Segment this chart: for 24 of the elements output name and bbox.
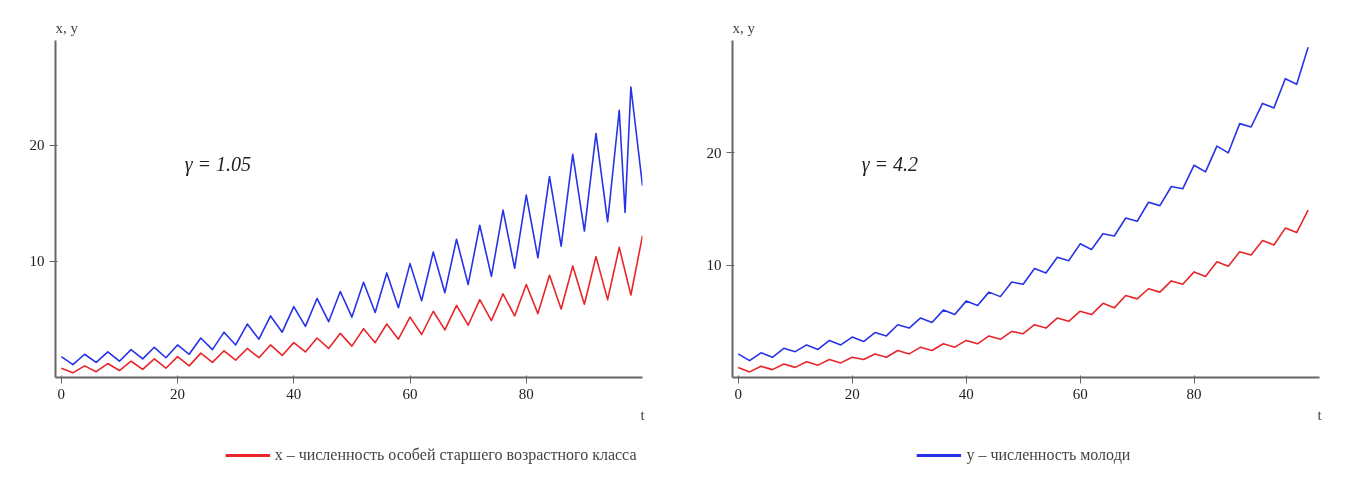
y-axis-title: x, y	[55, 19, 79, 36]
legend-label: y – численность молоди	[966, 446, 1131, 464]
x-axis-title: t	[640, 406, 646, 423]
legend-label: x – численность особей старшего возрастного класса	[274, 446, 637, 464]
x-tick-label: 20	[170, 385, 186, 402]
x-tick-label: 80	[518, 385, 534, 402]
line-series	[60, 86, 643, 366]
y-axis-title: x, y	[732, 19, 756, 36]
x-tick-label: 20	[844, 385, 860, 402]
y-tick-label: 10	[706, 257, 722, 274]
y-tick-label: 10	[29, 253, 45, 270]
x-tick-label: 0	[734, 385, 742, 402]
x-tick-label: 60	[1072, 385, 1088, 402]
x-tick-label: 60	[402, 385, 418, 402]
line-series	[60, 234, 643, 374]
line-series	[737, 209, 1309, 373]
line-series	[737, 46, 1309, 362]
x-tick-label: 40	[958, 385, 974, 402]
annotation: γ = 4.2	[861, 153, 919, 177]
x-axis-title: t	[1317, 406, 1323, 423]
x-tick-label: 0	[57, 385, 66, 402]
x-tick-label: 40	[286, 385, 302, 402]
annotation: γ = 1.05	[184, 153, 252, 177]
x-tick-label: 80	[1186, 385, 1202, 402]
